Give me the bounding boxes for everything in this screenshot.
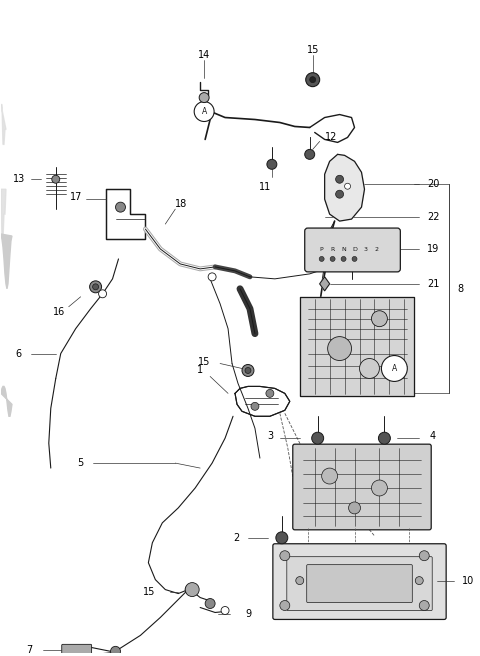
Circle shape (93, 284, 98, 290)
Text: P: P (320, 247, 324, 253)
Polygon shape (1, 234, 12, 289)
Circle shape (185, 583, 199, 596)
Text: 3: 3 (267, 431, 273, 441)
Text: 2: 2 (233, 533, 239, 543)
Circle shape (266, 390, 274, 398)
Text: 5: 5 (78, 458, 84, 468)
Circle shape (352, 256, 357, 262)
Circle shape (221, 607, 229, 615)
Text: 6: 6 (16, 348, 22, 359)
Circle shape (419, 600, 429, 611)
Polygon shape (320, 277, 330, 291)
Circle shape (348, 502, 360, 514)
Text: 7: 7 (26, 646, 32, 655)
Circle shape (205, 598, 215, 609)
Text: 13: 13 (13, 174, 25, 184)
Text: 16: 16 (53, 307, 65, 317)
Text: R: R (331, 247, 335, 253)
Circle shape (296, 577, 304, 584)
Circle shape (312, 432, 324, 444)
Text: N: N (341, 247, 346, 253)
Circle shape (345, 183, 350, 189)
Circle shape (305, 150, 315, 159)
FancyBboxPatch shape (293, 444, 431, 530)
Text: 19: 19 (427, 244, 440, 254)
Polygon shape (324, 154, 364, 221)
Circle shape (330, 256, 335, 262)
Text: 1: 1 (197, 365, 203, 375)
Text: 21: 21 (427, 279, 440, 289)
Text: 17: 17 (70, 192, 82, 202)
FancyBboxPatch shape (287, 557, 432, 611)
Circle shape (336, 175, 344, 183)
Circle shape (251, 402, 259, 410)
Circle shape (52, 175, 60, 183)
Text: 9: 9 (245, 609, 251, 619)
Circle shape (280, 600, 290, 611)
Polygon shape (300, 297, 414, 396)
Text: 14: 14 (198, 50, 210, 60)
Text: 2: 2 (374, 247, 378, 253)
Text: 18: 18 (175, 199, 188, 209)
Circle shape (378, 432, 390, 444)
Circle shape (116, 202, 125, 212)
Circle shape (185, 584, 195, 594)
Text: 3: 3 (363, 247, 368, 253)
Polygon shape (1, 189, 6, 239)
Circle shape (419, 551, 429, 561)
FancyBboxPatch shape (305, 228, 400, 272)
Circle shape (194, 102, 214, 121)
Circle shape (280, 551, 290, 561)
Circle shape (110, 646, 120, 656)
Text: 15: 15 (143, 586, 156, 596)
Text: 20: 20 (427, 179, 440, 189)
Text: 12: 12 (324, 133, 337, 142)
Circle shape (372, 311, 387, 327)
Circle shape (90, 281, 102, 293)
Circle shape (336, 190, 344, 198)
Text: 22: 22 (427, 212, 440, 222)
Circle shape (208, 273, 216, 281)
Circle shape (319, 256, 324, 262)
Circle shape (415, 577, 423, 584)
Text: 8: 8 (457, 284, 463, 294)
FancyBboxPatch shape (307, 565, 412, 602)
Circle shape (382, 356, 408, 381)
Text: 15: 15 (307, 45, 319, 55)
Circle shape (328, 337, 351, 361)
Circle shape (267, 159, 277, 169)
Polygon shape (1, 104, 6, 144)
Circle shape (322, 468, 337, 484)
Circle shape (242, 365, 254, 377)
Text: 15: 15 (198, 356, 210, 367)
Text: 11: 11 (259, 182, 271, 192)
Circle shape (337, 259, 346, 267)
Polygon shape (1, 386, 12, 417)
FancyBboxPatch shape (273, 544, 446, 619)
Circle shape (360, 359, 379, 379)
Circle shape (245, 367, 251, 373)
Text: A: A (392, 364, 397, 373)
Text: D: D (352, 247, 357, 253)
Text: 4: 4 (429, 431, 435, 441)
Text: A: A (202, 107, 207, 116)
FancyBboxPatch shape (62, 644, 92, 656)
Circle shape (306, 73, 320, 87)
Circle shape (310, 77, 316, 83)
Circle shape (199, 92, 209, 102)
Circle shape (276, 532, 288, 544)
Circle shape (98, 290, 107, 298)
Circle shape (372, 480, 387, 496)
Circle shape (341, 256, 346, 262)
Text: 10: 10 (462, 575, 474, 586)
